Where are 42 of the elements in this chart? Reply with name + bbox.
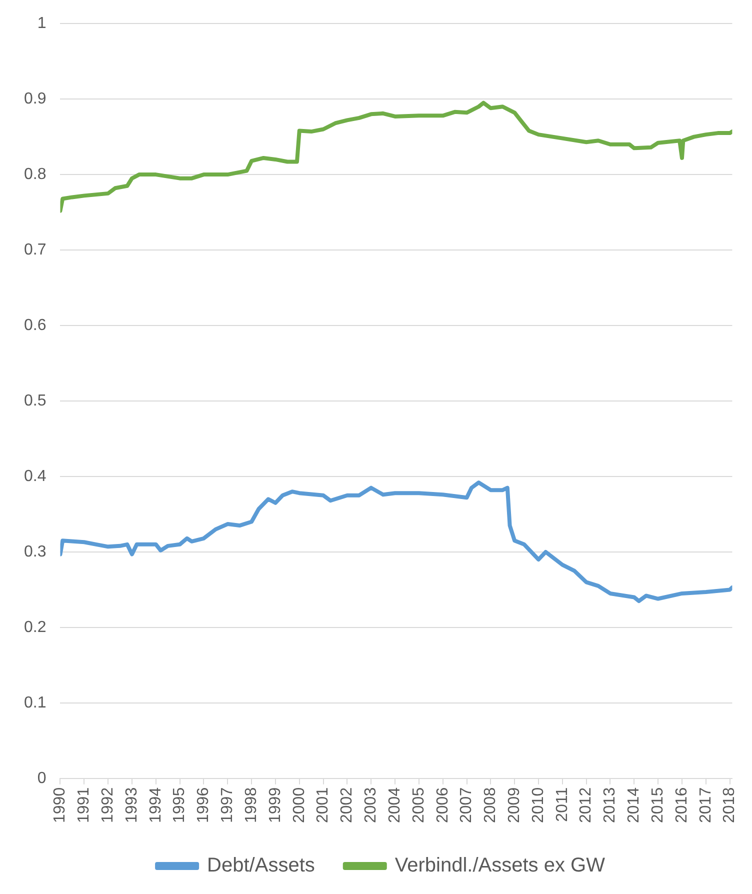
x-tick-label: 1997 (219, 787, 236, 823)
x-tick-label: 2005 (410, 787, 428, 823)
x-tick-label: 1991 (76, 787, 93, 823)
x-tick-label: 2013 (602, 787, 619, 823)
y-tick-label: 0.5 (24, 392, 46, 410)
legend-label: Debt/Assets (207, 854, 315, 877)
x-tick-label: 2004 (386, 787, 404, 823)
y-tick-label: 0.9 (24, 90, 46, 108)
y-tick-label: 0 (37, 770, 46, 787)
y-tick-label: 0.6 (24, 316, 46, 334)
x-tick-label: 2009 (506, 787, 523, 823)
x-tick-label: 1990 (52, 787, 69, 823)
x-tick-label: 2000 (290, 787, 308, 823)
y-tick-label: 0.1 (24, 694, 46, 712)
x-tick-label: 2018 (721, 787, 738, 823)
x-tick-label: 1992 (99, 787, 116, 823)
x-tick-label: 1996 (195, 787, 212, 823)
legend-label: Verbindl./Assets ex GW (394, 854, 606, 877)
x-tick-label: 2007 (458, 787, 476, 823)
y-tick-label: 0.3 (24, 543, 46, 560)
x-tick-label: 1998 (242, 787, 260, 823)
x-tick-label: 2012 (578, 787, 595, 823)
y-tick-label: 0.8 (24, 166, 46, 183)
x-tick-label: 2016 (673, 787, 690, 823)
y-tick-label: 0.4 (24, 468, 46, 485)
x-tick-label: 2008 (482, 787, 500, 823)
x-tick-label: 1994 (147, 787, 164, 823)
x-tick-label: 2015 (649, 787, 666, 823)
x-tick-label: 2017 (697, 787, 714, 823)
x-tick-label: 2001 (314, 787, 332, 823)
x-tick-label: 2002 (338, 787, 356, 823)
y-tick-label: 1 (37, 15, 46, 32)
x-tick-label: 1993 (123, 787, 140, 823)
x-tick-label: 2006 (434, 787, 452, 823)
y-tick-label: 0.2 (24, 618, 46, 636)
x-tick-label: 1995 (171, 787, 188, 823)
x-tick-label: 2014 (626, 787, 643, 823)
x-tick-label: 2003 (362, 787, 380, 823)
y-tick-label: 0.7 (24, 241, 46, 258)
x-tick-label: 2010 (530, 787, 547, 823)
x-tick-label: 2011 (554, 787, 571, 822)
x-tick-label: 1999 (266, 787, 284, 823)
